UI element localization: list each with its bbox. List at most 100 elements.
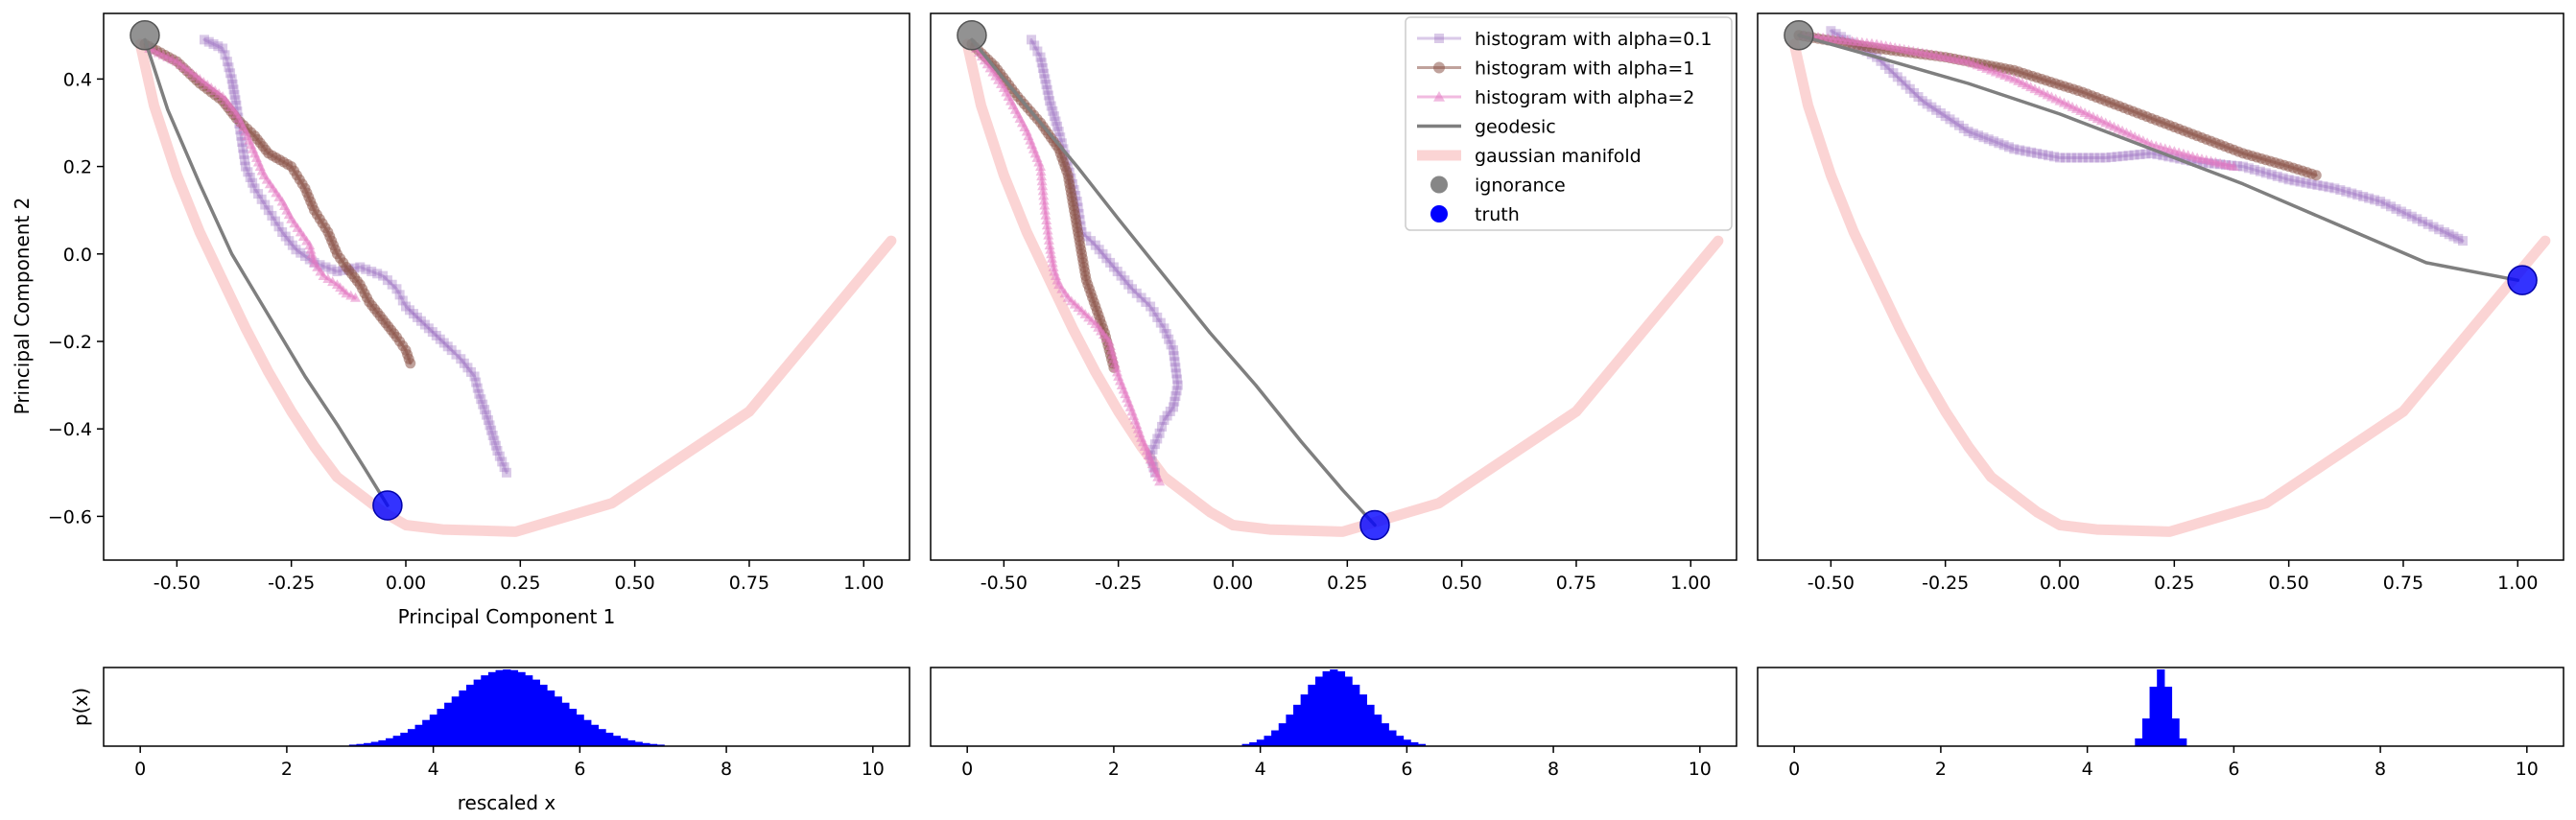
data-point — [2335, 185, 2346, 196]
x-tick-label: 0.75 — [729, 573, 769, 594]
data-point — [256, 194, 267, 204]
data-point — [489, 435, 500, 446]
histogram-bar — [364, 742, 372, 746]
data-point — [350, 292, 361, 302]
histogram-bar — [656, 744, 665, 746]
data-point — [1046, 252, 1057, 263]
histogram-bar — [576, 715, 584, 746]
x-tick-label: 10 — [1689, 759, 1712, 780]
x-tick-label: 8 — [1548, 759, 1559, 780]
data-point — [355, 262, 366, 272]
data-point — [1940, 111, 1950, 122]
y-tick-label: 0.2 — [63, 157, 92, 178]
data-point — [1035, 161, 1047, 171]
data-point — [260, 199, 271, 210]
histogram-bar — [2149, 687, 2158, 746]
data-point — [1963, 127, 1973, 137]
data-point — [1913, 92, 1924, 103]
data-point — [203, 36, 214, 47]
x-tick-label: 4 — [1255, 759, 1266, 780]
histogram-bar — [2157, 669, 2165, 746]
data-point — [1152, 433, 1163, 444]
x-tick-label: -0.25 — [268, 573, 315, 594]
data-point — [471, 377, 482, 387]
histogram-bar — [1271, 730, 1280, 746]
data-point — [280, 231, 291, 242]
legend-marker — [1433, 61, 1445, 74]
data-point — [1046, 101, 1056, 111]
plot-series-group — [130, 20, 897, 537]
legend-item-histogram-with-alpha-1: histogram with alpha=1 — [1417, 59, 1694, 80]
data-point — [1123, 279, 1134, 290]
x-tick-label: 1.00 — [843, 573, 884, 594]
data-point — [1888, 68, 1899, 79]
data-point — [291, 245, 301, 255]
x-tick-label: 4 — [428, 759, 439, 780]
data-point — [502, 467, 511, 478]
data-point — [2152, 150, 2162, 160]
data-point — [494, 451, 505, 461]
data-point — [2146, 148, 2157, 158]
data-point — [2306, 178, 2317, 189]
data-point — [315, 260, 325, 270]
data-point — [1149, 439, 1160, 450]
data-point — [382, 275, 392, 286]
data-point — [1044, 240, 1055, 250]
data-point — [1108, 262, 1119, 272]
data-point — [482, 410, 491, 420]
legend-label: truth — [1475, 204, 1520, 225]
histogram-bar — [414, 724, 423, 746]
x-tick-label: 8 — [2375, 759, 2386, 780]
data-point — [239, 149, 249, 159]
histogram-bar — [466, 684, 475, 746]
data-point — [1081, 231, 1092, 242]
data-point — [1835, 32, 1846, 42]
data-point — [1950, 117, 1960, 128]
data-point — [2060, 152, 2070, 163]
data-point — [1170, 396, 1180, 407]
data-point — [1027, 35, 1036, 45]
data-point — [1159, 323, 1170, 334]
histogram-bar — [1314, 676, 1324, 746]
data-point — [270, 216, 280, 226]
data-point — [1892, 72, 1902, 82]
data-point — [284, 236, 295, 246]
data-point — [2312, 179, 2323, 190]
data-point — [245, 173, 255, 182]
data-point — [2003, 142, 2014, 152]
histogram-bar — [1286, 715, 1294, 746]
data-point — [1101, 253, 1112, 264]
data-point — [1170, 391, 1181, 401]
data-point — [1036, 176, 1048, 186]
data-point — [2283, 175, 2294, 185]
histogram-bar — [1256, 739, 1265, 746]
data-point — [1127, 284, 1137, 294]
data-point — [2049, 152, 2060, 162]
y-tick-label: −0.4 — [48, 419, 92, 440]
data-point — [1154, 428, 1165, 438]
data-point — [1954, 120, 1964, 130]
data-point — [2458, 236, 2468, 246]
data-point — [2117, 151, 2128, 161]
x-tick-label: -0.25 — [1922, 573, 1969, 594]
data-point — [2434, 224, 2445, 235]
x-tick-label: -0.50 — [1808, 573, 1855, 594]
histogram-bar — [649, 743, 658, 746]
data-point — [237, 137, 248, 148]
data-point — [484, 420, 495, 431]
data-point — [1039, 68, 1050, 79]
data-point — [208, 38, 219, 49]
data-point — [2123, 151, 2134, 161]
legend-label: geodesic — [1475, 117, 1556, 138]
data-point — [459, 358, 469, 368]
data-point — [1922, 99, 1932, 109]
series-line-gaussian-manifold — [1788, 38, 2551, 537]
data-point — [490, 440, 501, 451]
data-point — [1035, 52, 1046, 62]
data-point — [478, 399, 488, 410]
data-point — [230, 95, 241, 105]
data-point — [1040, 74, 1051, 84]
x-tick-label: 6 — [1401, 759, 1412, 780]
x-tick-label: 0.50 — [1441, 573, 1481, 594]
data-point — [349, 263, 360, 273]
